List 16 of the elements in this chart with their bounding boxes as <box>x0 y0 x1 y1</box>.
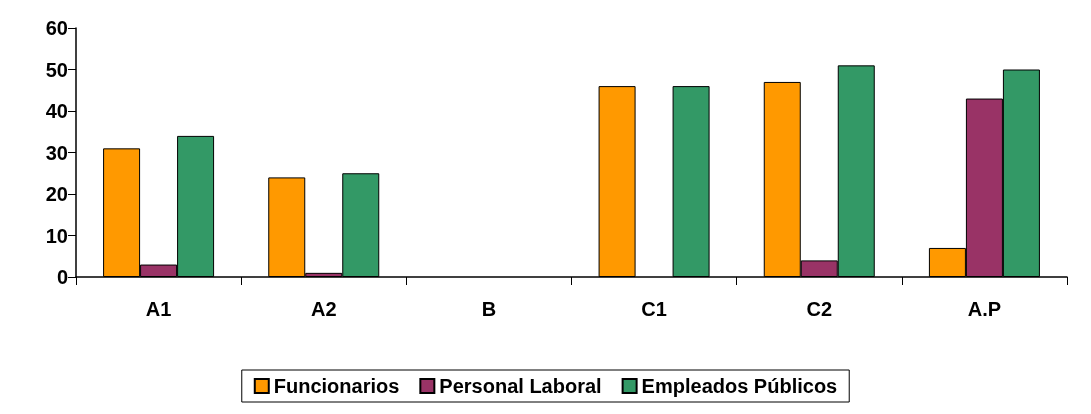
x-tick-label: C1 <box>641 298 667 320</box>
y-tick-label: 20 <box>45 183 68 205</box>
x-tick-label: C2 <box>806 298 833 320</box>
y-tick-label: 40 <box>45 100 68 122</box>
y-tick-label: 50 <box>45 58 68 81</box>
legend-label: Funcionarios <box>273 375 400 397</box>
x-tick-label: A1 <box>145 298 172 320</box>
y-tick-label: 0 <box>56 266 68 288</box>
x-tick-label: A.P <box>967 298 1002 320</box>
legend-label: Personal Laboral <box>439 375 602 397</box>
y-tick-label: 10 <box>45 224 68 247</box>
y-tick-label: 30 <box>45 141 68 164</box>
legend-label: Empleados Públicos <box>641 375 838 397</box>
x-tick-label: A2 <box>310 298 337 320</box>
x-tick-label: B <box>481 298 497 320</box>
y-tick-label: 60 <box>45 17 68 39</box>
